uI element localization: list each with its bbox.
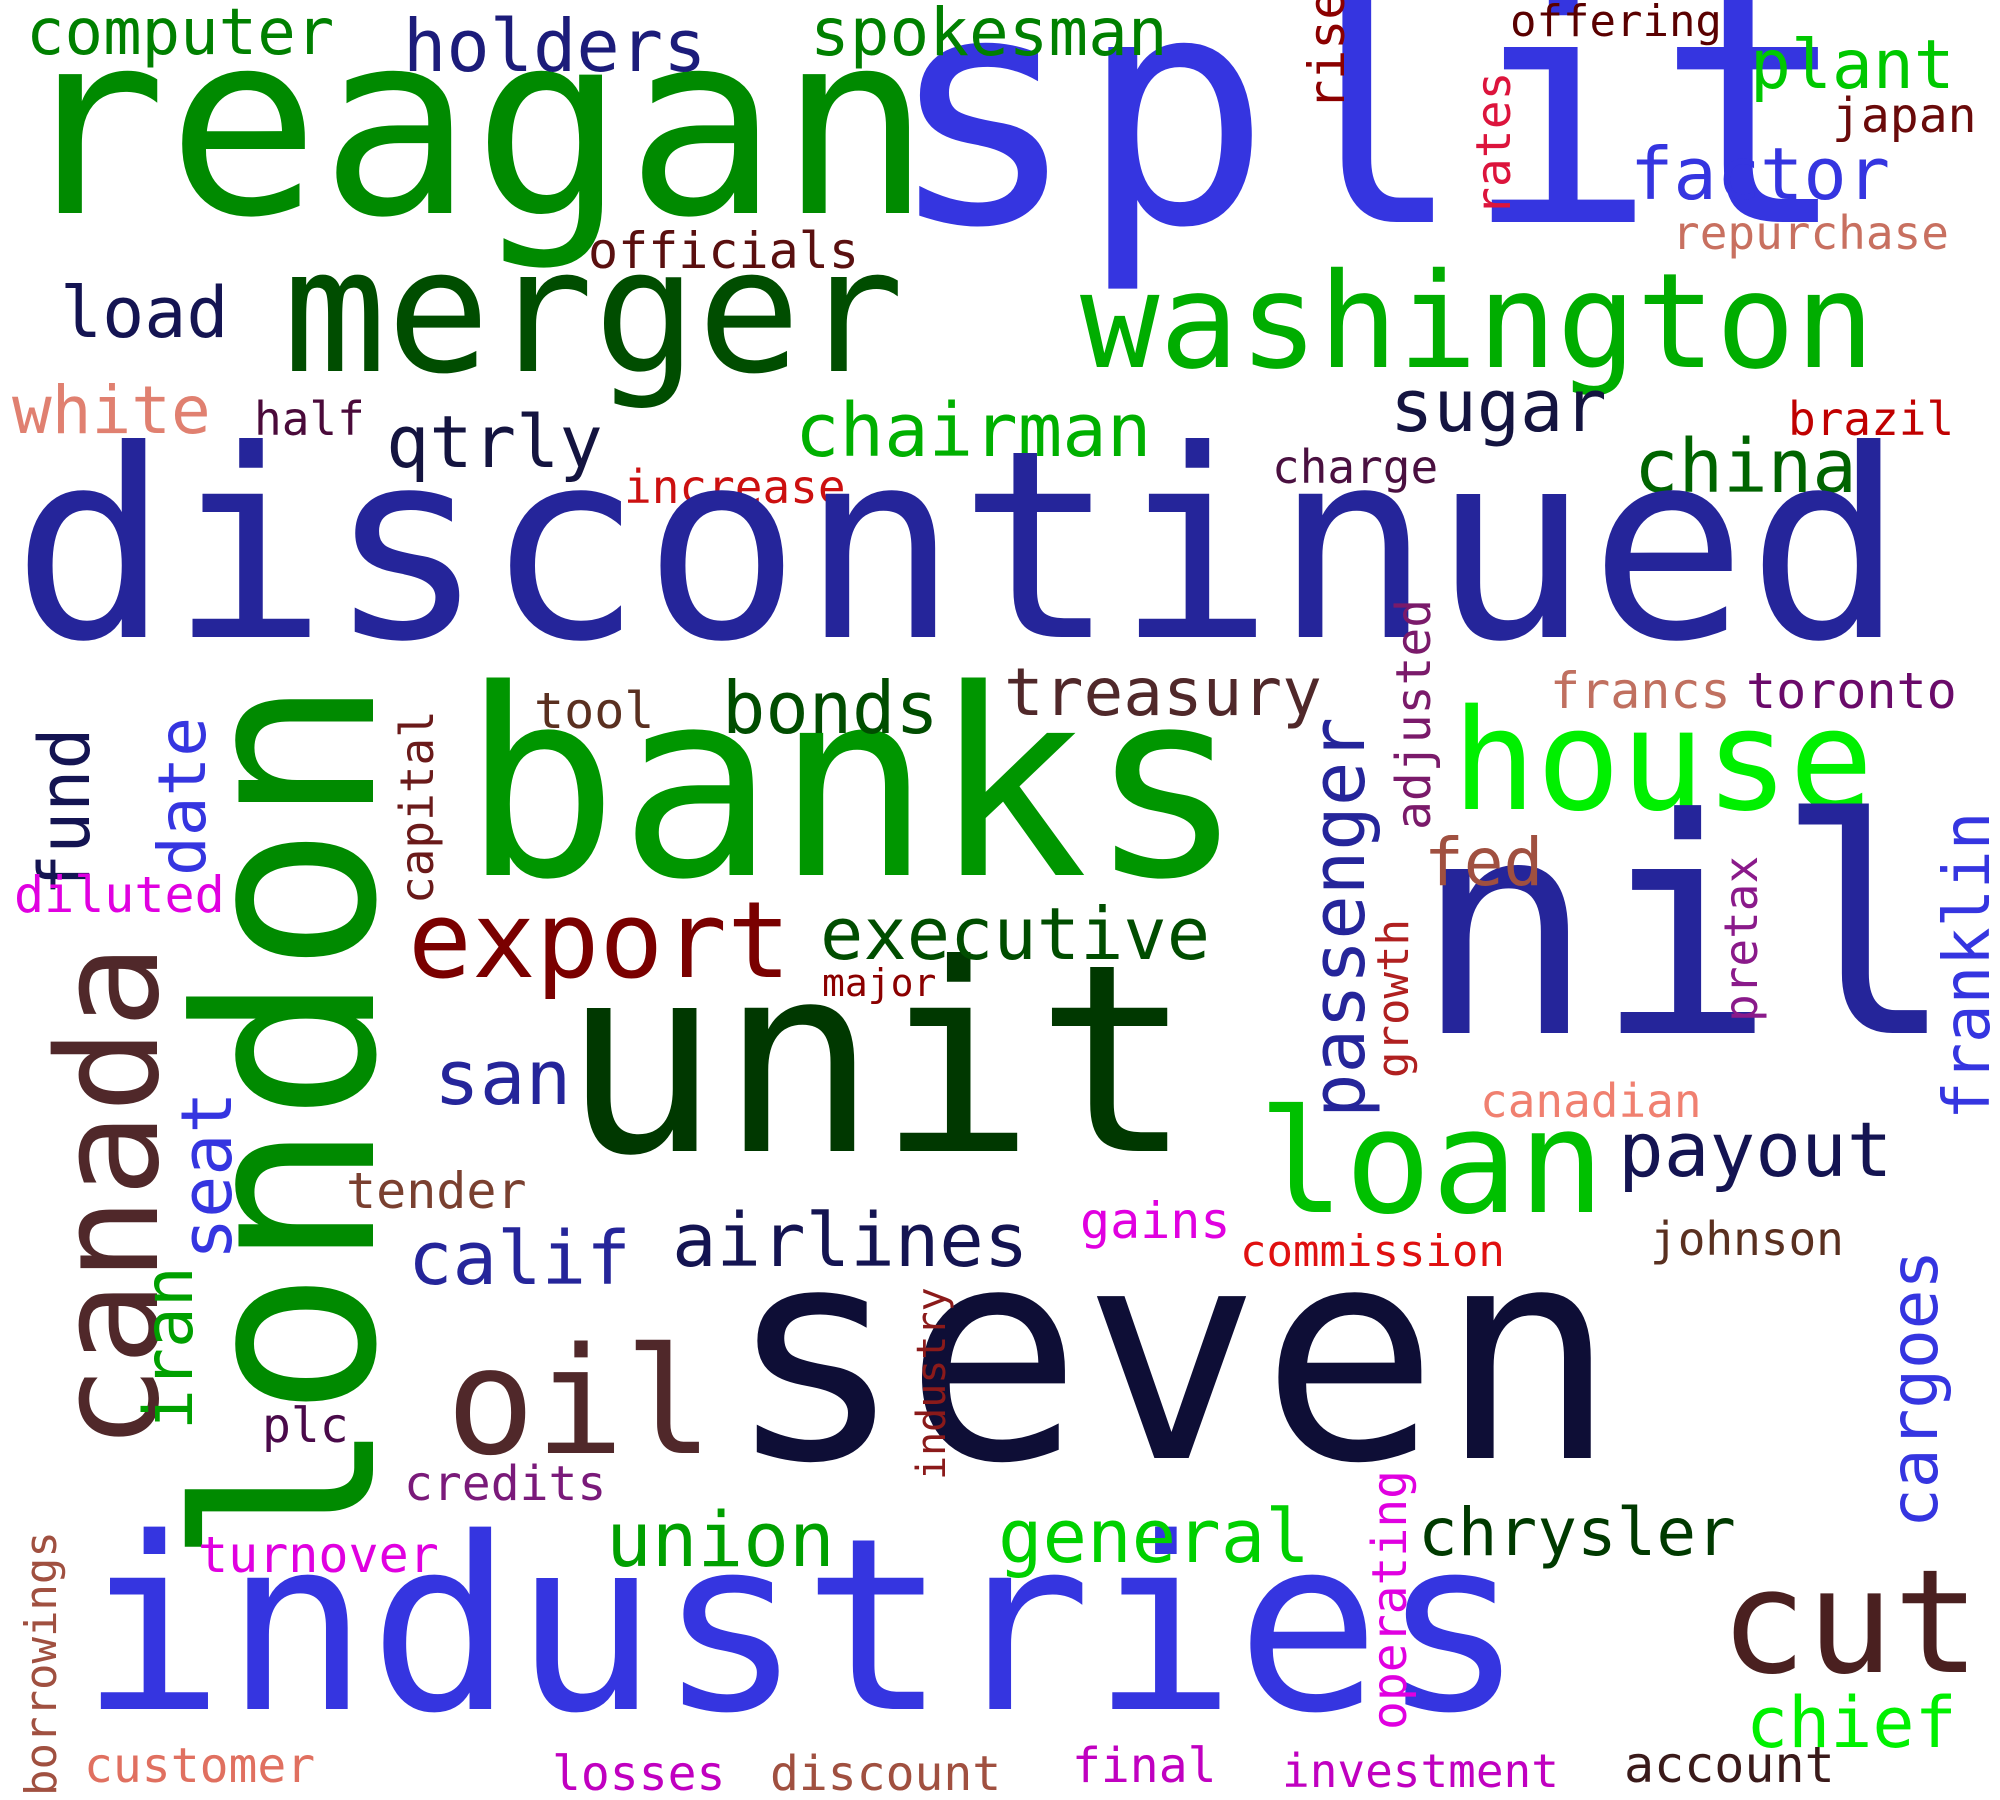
word-growth: growth (1368, 919, 1419, 1078)
word-offering: offering (1510, 0, 1722, 47)
word-unit: unit (562, 908, 1193, 1213)
word-tender: tender (346, 1162, 527, 1220)
word-canadian: canadian (1480, 1074, 1702, 1128)
word-discontinued: discontinued (12, 394, 1905, 699)
word-bonds: bonds (722, 666, 939, 750)
word-qtrly: qtrly (386, 400, 603, 484)
word-customer: customer (84, 1738, 316, 1794)
word-iran: iran (130, 1266, 209, 1430)
word-split: split (886, 0, 1850, 298)
word-commission: commission (1240, 1226, 1505, 1277)
word-banks: banks (462, 635, 1245, 937)
word-gains: gains (1080, 1192, 1231, 1250)
word-executive: executive (820, 892, 1211, 976)
word-capital: capital (390, 710, 444, 904)
word-oil: oil (446, 1316, 714, 1488)
word-treasury: treasury (1004, 654, 1322, 731)
word-seat: seat (166, 1091, 248, 1260)
word-nil: nil (1414, 755, 1956, 1104)
word-chief: chief (1746, 1682, 1957, 1764)
word-discount: discount (770, 1746, 1002, 1800)
word-load: load (60, 272, 229, 354)
word-cut: cut (1720, 1538, 1981, 1706)
word-investment: investment (1282, 1744, 1559, 1798)
word-borrowings: borrowings (16, 1531, 67, 1796)
word-chairman: chairman (795, 388, 1152, 474)
word-holders: holders (403, 4, 707, 88)
word-rise: rise (1298, 0, 1356, 110)
word-export: export (408, 879, 791, 1002)
word-final: final (1072, 1738, 1217, 1794)
word-fed: fed (1424, 824, 1544, 901)
word-washington: washington (1080, 245, 1875, 399)
word-credits: credits (404, 1456, 607, 1512)
word-japan: japan (1832, 88, 1977, 144)
word-san: san (434, 1033, 572, 1122)
word-pretax: pretax (1714, 855, 1768, 1022)
word-officials: officials (588, 222, 859, 280)
word-passenger: passenger (1296, 717, 1382, 1118)
word-factor: factor (1630, 132, 1891, 216)
word-charge: charge (1272, 440, 1439, 494)
word-franklin: franklin (1931, 811, 2000, 1120)
word-diluted: diluted (14, 866, 225, 924)
word-industry: industry (909, 1287, 955, 1480)
word-plc: plc (262, 1398, 349, 1454)
word-francs: francs (1550, 662, 1731, 720)
word-china: china (1634, 424, 1857, 510)
word-account: account (1624, 1736, 1835, 1794)
word-industries: industries (80, 1486, 1525, 1766)
word-repurchase: repurchase (1672, 206, 1949, 260)
word-major: major (822, 961, 937, 1005)
word-operating: operating (1362, 1469, 1418, 1730)
word-date: date (144, 717, 221, 876)
word-white: white (12, 372, 211, 449)
word-calif: calif (408, 1216, 631, 1302)
word-computer: computer (26, 0, 335, 70)
word-loan: loan (1258, 1078, 1605, 1246)
word-losses: losses (552, 1746, 726, 1800)
word-chrysler: chrysler (1418, 1494, 1736, 1571)
word-union: union (606, 1495, 835, 1584)
word-toronto: toronto (1746, 662, 1957, 720)
word-tool: tool (534, 682, 655, 740)
word-sugar: sugar (1390, 364, 1607, 448)
word-seven: seven (726, 1183, 1618, 1528)
word-general: general (998, 1494, 1310, 1580)
word-johnson: johnson (1650, 1212, 1844, 1266)
word-plant: plant (1750, 26, 1955, 105)
word-payout: payout (1618, 1105, 1893, 1194)
word-reagan: reagan (14, 0, 932, 273)
word-adjusted: adjusted (1386, 598, 1442, 830)
word-cargoes: cargoes (1876, 1249, 1953, 1528)
word-house: house (1452, 680, 1874, 843)
word-turnover: turnover (198, 1526, 439, 1584)
word-merger: merger (283, 211, 905, 412)
word-rates: rates (1466, 71, 1522, 217)
word-half: half (254, 392, 365, 446)
word-increase: increase (624, 460, 846, 514)
word-brazil: brazil (1788, 392, 1955, 446)
word-airlines: airlines (672, 1198, 1029, 1284)
word-spokesman: spokesman (810, 0, 1168, 71)
